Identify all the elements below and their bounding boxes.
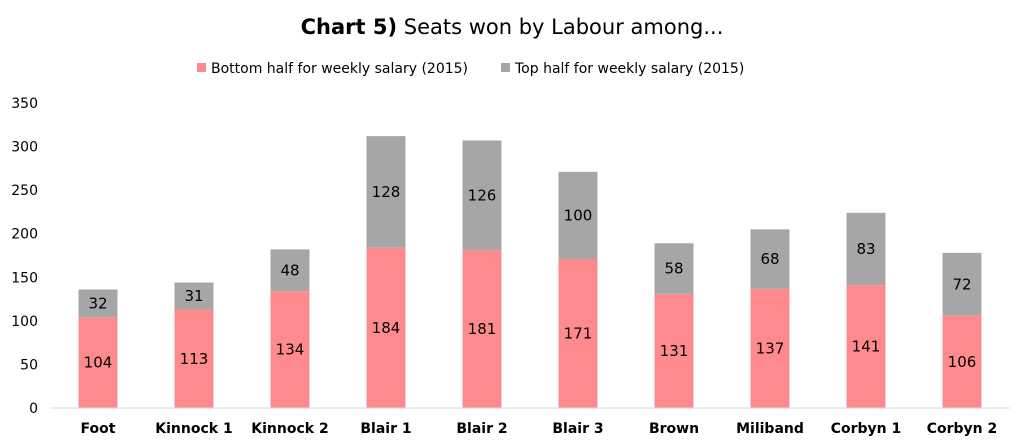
bar-bottom-half: [750, 288, 790, 408]
y-tick-label: 50: [20, 357, 38, 373]
legend-label-bottom-half: Bottom half for weekly salary (2015): [211, 61, 468, 77]
data-label-bottom-half: 106: [948, 353, 977, 371]
x-tick-label: Corbyn 2: [927, 421, 998, 437]
y-tick-label: 150: [11, 270, 38, 286]
bar-bottom-half: [366, 247, 406, 408]
data-label-top-half: 72: [952, 275, 971, 293]
x-tick-label: Blair 2: [456, 421, 507, 437]
bars: 104 32 113 31 134 48 184 128 181 126 171 100 131 58 13…: [78, 136, 982, 408]
data-label-top-half: 126: [468, 186, 497, 204]
data-label-top-half: 83: [856, 240, 875, 258]
chart-title-prefix: Chart 5): [301, 15, 397, 39]
x-tick-label: Brown: [649, 421, 699, 437]
y-tick-label: 300: [11, 140, 38, 156]
x-tick-label: Kinnock 1: [155, 421, 232, 437]
data-label-bottom-half: 113: [180, 350, 209, 368]
data-label-bottom-half: 171: [564, 324, 593, 342]
bar-top-half: [462, 140, 502, 251]
data-label-top-half: 58: [664, 260, 683, 278]
data-label-top-half: 31: [184, 287, 203, 305]
data-label-bottom-half: 104: [84, 354, 113, 372]
bar-top-half: [270, 249, 310, 292]
bar-top-half: [366, 136, 406, 248]
x-tick-label: Corbyn 1: [831, 421, 902, 437]
legend-swatch-top-half: [501, 63, 510, 72]
data-label-top-half: 48: [280, 261, 299, 279]
x-tick-label: Miliband: [736, 421, 804, 437]
bar-bottom-half: [942, 315, 982, 408]
x-tick-label: Kinnock 2: [251, 421, 328, 437]
bar-bottom-half: [174, 309, 214, 408]
y-tick-label: 200: [11, 227, 38, 243]
data-label-bottom-half: 137: [756, 339, 785, 357]
bar-top-half: [654, 243, 694, 294]
data-label-top-half: 32: [88, 294, 107, 312]
chart-title: Chart 5) Seats won by Labour among...: [301, 15, 724, 39]
data-label-bottom-half: 134: [276, 341, 305, 359]
legend-swatch-bottom-half: [197, 63, 206, 72]
y-tick-label: 0: [29, 401, 38, 417]
data-label-bottom-half: 181: [468, 320, 497, 338]
y-axis: 0 50 100 150 200 250 300 350: [11, 96, 38, 417]
data-label-top-half: 128: [372, 183, 401, 201]
bar-top-half: [942, 252, 982, 316]
chart-title-main: Seats won by Labour among...: [397, 15, 723, 39]
bar-bottom-half: [78, 317, 118, 408]
y-tick-label: 100: [11, 314, 38, 330]
bar-top-half: [78, 289, 118, 318]
bar-bottom-half: [846, 285, 886, 408]
data-label-bottom-half: 131: [660, 342, 689, 360]
x-tick-label: Foot: [81, 421, 116, 437]
x-tick-label: Blair 3: [552, 421, 603, 437]
legend-label-top-half: Top half for weekly salary (2015): [514, 61, 744, 77]
data-label-bottom-half: 141: [852, 338, 881, 356]
bar-top-half: [558, 171, 598, 259]
data-label-top-half: 68: [760, 250, 779, 268]
bar-top-half: [846, 212, 886, 286]
bar-top-half: [174, 282, 214, 310]
bar-bottom-half: [270, 291, 310, 408]
x-axis: Foot Kinnock 1 Kinnock 2 Blair 1 Blair 2 Blai…: [81, 421, 998, 437]
bar-bottom-half: [462, 250, 502, 408]
bar-bottom-half: [558, 258, 598, 408]
legend: Bottom half for weekly salary (2015) Top…: [197, 61, 744, 77]
y-tick-label: 350: [11, 96, 38, 112]
y-tick-label: 250: [11, 183, 38, 199]
bar-bottom-half: [654, 293, 694, 408]
data-label-bottom-half: 184: [372, 319, 401, 337]
data-label-top-half: 100: [564, 206, 593, 224]
x-tick-label: Blair 1: [360, 421, 411, 437]
bar-top-half: [750, 229, 790, 289]
